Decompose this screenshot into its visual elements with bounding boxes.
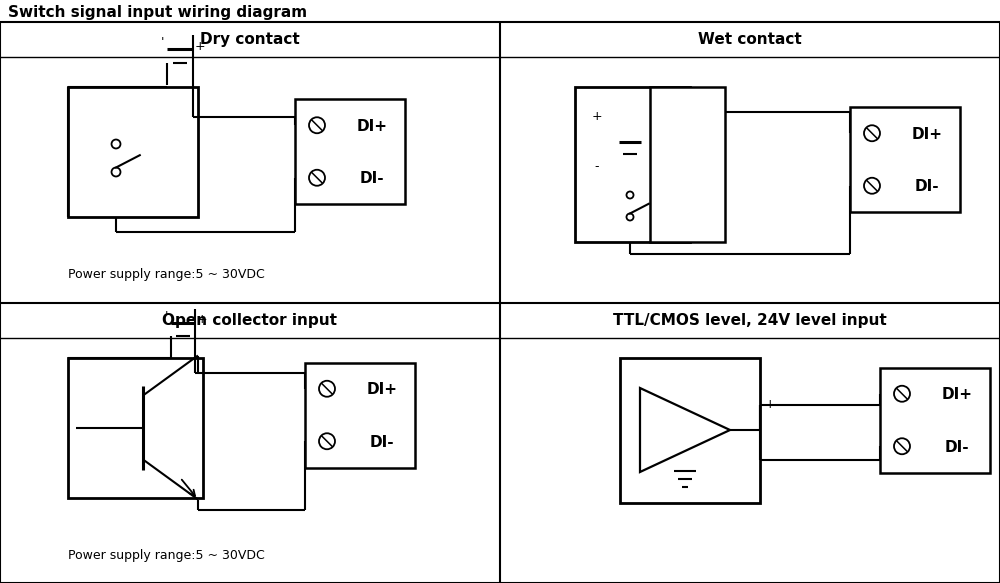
Text: ': ' (161, 37, 165, 50)
Text: +: + (592, 111, 602, 124)
Text: TTL/CMOS level, 24V level input: TTL/CMOS level, 24V level input (613, 312, 887, 328)
Text: ': ' (165, 310, 169, 323)
Text: Wet contact: Wet contact (698, 32, 802, 47)
Bar (575, 87, 690, 242)
Text: DI+: DI+ (366, 382, 398, 397)
Text: DI-: DI- (370, 435, 394, 450)
Text: +: + (197, 313, 208, 326)
Text: -: - (765, 454, 770, 466)
Text: DI+: DI+ (942, 387, 972, 402)
Text: DI+: DI+ (356, 119, 388, 134)
Text: +: + (765, 399, 776, 412)
Bar (68, 87, 198, 217)
Text: Open collector input: Open collector input (162, 312, 338, 328)
Bar (620, 357, 760, 503)
Bar (68, 357, 203, 497)
Text: Dry contact: Dry contact (200, 32, 300, 47)
Bar (850, 107, 960, 212)
Bar (880, 367, 990, 472)
Bar (295, 99, 405, 204)
Text: +: + (195, 40, 206, 52)
Bar (650, 87, 725, 242)
Text: Power supply range:5 ~ 30VDC: Power supply range:5 ~ 30VDC (68, 268, 265, 281)
Text: Power supply range:5 ~ 30VDC: Power supply range:5 ~ 30VDC (68, 549, 265, 561)
Text: DI-: DI- (915, 180, 939, 194)
Text: Switch signal input wiring diagram: Switch signal input wiring diagram (8, 5, 307, 20)
Text: DI+: DI+ (912, 127, 942, 142)
Text: DI-: DI- (360, 171, 384, 187)
Text: DI-: DI- (945, 440, 969, 455)
Bar (305, 363, 415, 468)
Text: -: - (595, 160, 599, 174)
